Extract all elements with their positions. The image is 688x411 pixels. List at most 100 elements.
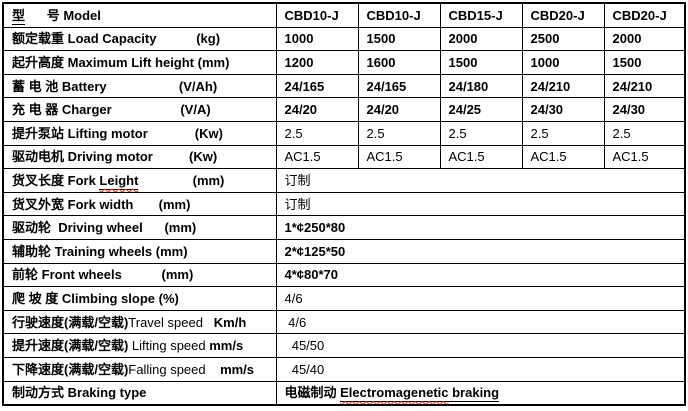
value-cell-load-capacity-5: 2000: [603, 26, 686, 52]
label-segment: 驱动电机: [12, 149, 68, 165]
value-cell-max-lift-height-3: 1500: [439, 50, 523, 75]
label-segment: 提升泵站: [12, 125, 68, 141]
spec-row-lifting-motor: 提升泵站 Lifting motor (Kw) 2.5 2.5 2.5 2.5 2.5: [2, 120, 686, 146]
spec-row-training-wheels: 辅助轮 Training wheels (mm) 2*¢125*50: [2, 238, 686, 264]
value-cell-load-capacity-1: 1000: [275, 26, 359, 52]
label-segment: [25, 8, 47, 23]
value-cell-max-lift-height-5: 1500: [603, 50, 686, 75]
row-label-charger: 充 电 器 Charger (V/A): [2, 97, 277, 122]
label-segment: (mm): [161, 267, 194, 283]
spec-row-charger: 充 电 器 Charger (V/A) 24/20 24/20 24/25 24/30 2…: [2, 97, 686, 122]
label-segment: Fork: [67, 172, 100, 188]
spec-row-lifting-speed: 提升速度(满载/空载) Lifting speed mm/s 45/50: [2, 333, 686, 358]
value-cell-driving-motor-1: AC1.5: [275, 144, 359, 170]
label-segment: 货叉外宽: [12, 196, 68, 212]
spec-row-falling-speed: 下降速度(满载/空载)Falling speed mm/s 45/40: [2, 356, 686, 382]
row-label-battery: 蓄 电 池 Battery (V/Ah): [2, 73, 277, 99]
value-cell-charger-5: 24/30: [603, 97, 686, 122]
row-label-training-wheels: 辅助轮 Training wheels (mm): [2, 238, 277, 264]
value-cell-charger-4: 24/30: [521, 97, 605, 122]
spec-row-driving-motor: 驱动电机 Driving motor (Kw) AC1.5 AC1.5 AC1.5 AC…: [2, 144, 686, 170]
label-segment: Falling speed: [128, 361, 206, 377]
value-cell-driving-motor-2: AC1.5: [357, 144, 441, 170]
value-cell-driving-wheel: 1*¢250*80: [275, 215, 686, 240]
value-cell-training-wheels: 2*¢125*50: [275, 238, 686, 264]
value-cell-fork-width: 订制: [275, 191, 686, 217]
label-segment: Driving motor: [67, 149, 153, 165]
label-segment: [107, 79, 179, 94]
label-segment: (V/Ah): [178, 78, 218, 94]
label-segment: (Kw): [188, 149, 218, 165]
value-cell-driving-motor-3: AC1.5: [439, 144, 523, 170]
value-cell-battery-2: 24/165: [357, 73, 441, 99]
value-cell-travel-speed: 4/6: [275, 309, 686, 335]
value-cell-falling-speed: 45/40: [275, 356, 686, 382]
spec-row-max-lift-height: 起升高度 Maximum Lift height (mm) 1200 1600 150…: [2, 50, 686, 75]
label-segment: 提升速度(满载/空载): [12, 338, 132, 354]
spec-table: 型 号 Model CBD10-J CBD10-J CBD15-J CBD20-J CBD…: [2, 2, 686, 407]
label-segment: Lifting motor: [67, 125, 148, 141]
value-cell-load-capacity-2: 1500: [357, 26, 441, 52]
row-label-model: 型 号 Model: [2, 2, 277, 28]
value-cell-charger-1: 24/20: [275, 97, 359, 122]
row-label-climbing-slope: 爬 坡 度 Climbing slope (%): [2, 286, 277, 311]
value-cell-battery-1: 24/165: [275, 73, 359, 99]
spec-row-fork-length: 货叉长度 Fork Leight (mm) 订制: [2, 168, 686, 193]
value-cell-lifting-motor-3: 2.5: [439, 120, 523, 146]
label-segment: Model: [63, 7, 101, 23]
row-label-lifting-speed: 提升速度(满载/空载) Lifting speed mm/s: [2, 333, 277, 358]
label-segment: [138, 173, 192, 188]
label-segment: [112, 102, 181, 117]
row-label-max-lift-height: 起升高度 Maximum Lift height (mm): [2, 50, 277, 75]
label-segment: [122, 267, 162, 282]
label-segment: Lifting speed: [131, 338, 210, 354]
label-segment: Braking type: [67, 385, 147, 401]
label-segment: Charger: [61, 102, 112, 118]
label-segment: [153, 149, 189, 164]
label-segment: (mm): [192, 172, 225, 188]
label-segment: Battery: [61, 78, 107, 94]
spec-row-climbing-slope: 爬 坡 度 Climbing slope (%) 4/6: [2, 286, 686, 311]
row-label-braking-type: 制动方式 Braking type: [2, 380, 277, 406]
row-label-fork-length: 货叉长度 Fork Leight (mm): [2, 168, 277, 193]
value-cell-battery-5: 24/210: [603, 73, 686, 99]
value-cell-battery-4: 24/210: [521, 73, 605, 99]
label-segment: [203, 315, 214, 330]
row-label-driving-motor: 驱动电机 Driving motor (Kw): [2, 144, 277, 170]
label-segment: Training wheels (mm): [54, 243, 188, 259]
label-segment: (V/A): [180, 102, 211, 118]
row-label-front-wheels: 前轮 Front wheels (mm): [2, 262, 277, 288]
value-cell-battery-3: 24/180: [439, 73, 523, 99]
value-cell-charger-3: 24/25: [439, 97, 523, 122]
label-segment: [143, 220, 165, 235]
value-cell-lifting-motor-2: 2.5: [357, 120, 441, 146]
spec-row-braking-type: 制动方式 Braking type 电磁制动 Electromagenetic b…: [2, 380, 686, 406]
label-segment: (mm): [164, 220, 197, 236]
spec-row-fork-width: 货叉外宽 Fork width (mm) 订制: [2, 191, 686, 217]
label-segment: Travel speed: [128, 314, 203, 330]
value-cell-front-wheels: 4*¢80*70: [275, 262, 686, 288]
value-cell-max-lift-height-4: 1000: [521, 50, 605, 75]
value-cell-driving-motor-5: AC1.5: [603, 144, 686, 170]
row-label-load-capacity: 额定载重 Load Capacity (kg): [2, 26, 277, 52]
value-cell-lifting-motor-5: 2.5: [603, 120, 686, 146]
label-segment: [133, 197, 158, 212]
value-cell-max-lift-height-2: 1600: [357, 50, 441, 75]
spec-row-load-capacity: 额定载重 Load Capacity (kg) 1000 1500 2000 2500 2…: [2, 26, 686, 52]
label-segment: Front wheels: [41, 267, 122, 283]
label-segment: Electromagenetic: [340, 385, 449, 403]
value-cell-lifting-motor-1: 2.5: [275, 120, 359, 146]
row-label-driving-wheel: 驱动轮 Driving wheel (mm): [2, 215, 277, 240]
label-segment: [156, 31, 196, 46]
label-segment: Leight: [99, 172, 139, 190]
value-cell-model-5: CBD20-J: [603, 2, 686, 28]
label-segment: Fork width: [67, 196, 134, 212]
label-segment: 行驶速度(满载/空载): [12, 314, 129, 330]
value-cell-model-2: CBD10-J: [357, 2, 441, 28]
row-label-lifting-motor: 提升泵站 Lifting motor (Kw): [2, 120, 277, 146]
label-segment: [206, 362, 220, 377]
label-segment: Km/h: [213, 314, 247, 330]
label-segment: [148, 126, 195, 141]
row-label-fork-width: 货叉外宽 Fork width (mm): [2, 191, 277, 217]
value-cell-model-4: CBD20-J: [521, 2, 605, 28]
